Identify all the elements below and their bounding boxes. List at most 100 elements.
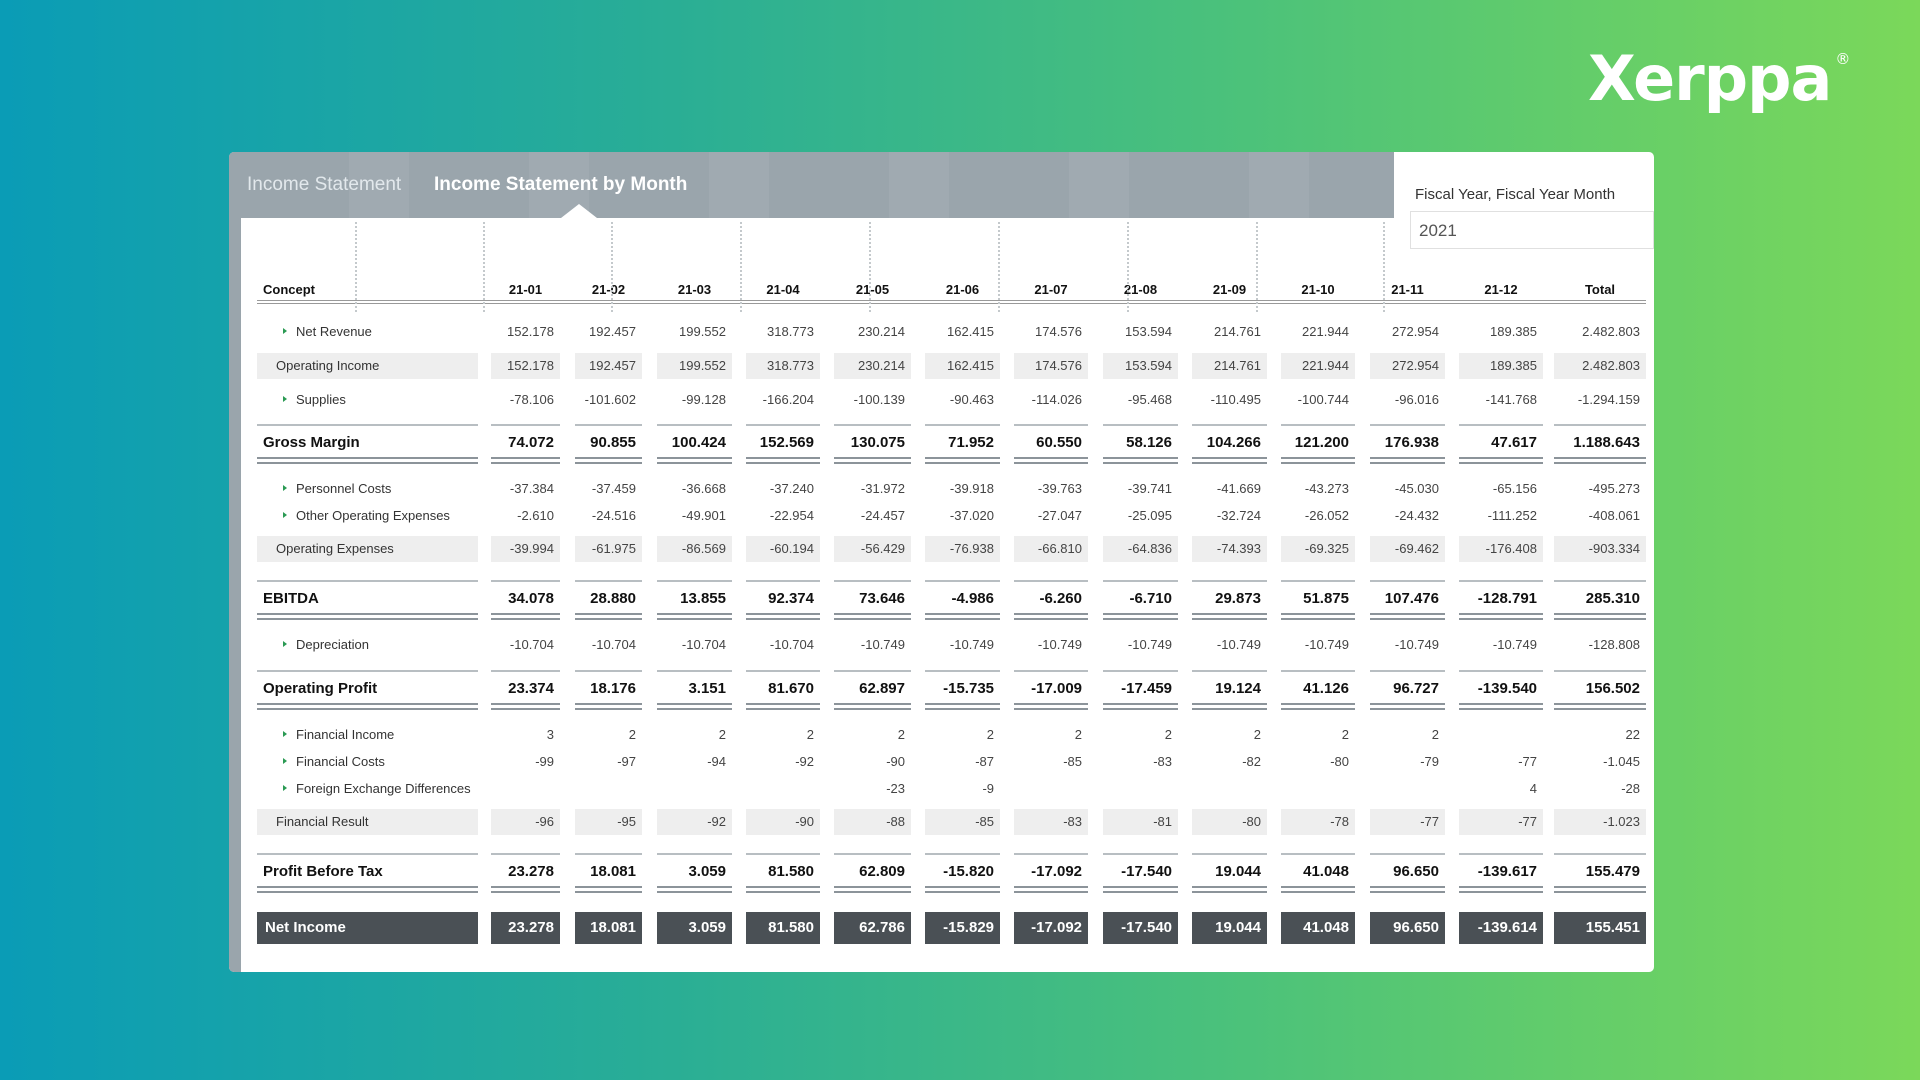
column-header[interactable]: 21-09 — [1212, 282, 1247, 297]
net-income-value-cell — [575, 912, 642, 944]
value-cell: -2.610 — [517, 508, 554, 523]
row-label[interactable]: Net Revenue — [283, 324, 372, 339]
value-cell: 107.476 — [1384, 590, 1439, 607]
row-shade-cell — [1554, 809, 1646, 835]
total-top-rule — [1103, 853, 1178, 855]
total-bottom-rule — [925, 886, 1000, 893]
value-cell: -17.092 — [1031, 919, 1082, 936]
total-bottom-rule — [1370, 457, 1445, 464]
total-bottom-rule — [657, 457, 732, 464]
total-bottom-rule — [1459, 457, 1543, 464]
total-bottom-rule — [1103, 613, 1178, 620]
total-bottom-rule — [1281, 886, 1355, 893]
column-header[interactable]: 21-04 — [766, 282, 800, 297]
total-top-rule — [746, 424, 820, 426]
total-top-rule — [1554, 670, 1646, 672]
tab-income-statement-by-month[interactable]: Income Statement by Month — [434, 174, 688, 195]
logo-text: Xerppa — [1588, 42, 1832, 115]
value-cell: -79 — [1420, 754, 1439, 769]
value-cell: 199.552 — [679, 358, 726, 373]
expand-arrow-icon[interactable] — [283, 731, 287, 737]
value-cell: 62.809 — [859, 863, 905, 880]
total-bottom-rule — [575, 886, 642, 893]
value-cell: 90.855 — [590, 434, 636, 451]
column-header[interactable]: 21-08 — [1123, 282, 1158, 297]
value-cell: -39.918 — [949, 481, 994, 496]
total-top-rule — [1459, 670, 1543, 672]
total-bottom-rule — [746, 457, 820, 464]
value-cell: -80 — [1330, 754, 1349, 769]
value-cell: 29.873 — [1215, 590, 1261, 607]
expand-arrow-icon[interactable] — [283, 758, 287, 764]
column-header[interactable]: 21-06 — [945, 282, 980, 297]
column-header[interactable]: 21-11 — [1391, 282, 1424, 297]
total-bottom-rule — [1281, 703, 1355, 710]
row-shade-cell — [834, 353, 911, 379]
value-cell: 155.451 — [1585, 919, 1640, 936]
value-cell: -10.749 — [1216, 637, 1261, 652]
row-label[interactable]: Financial Income — [283, 727, 394, 742]
value-cell: -166.204 — [762, 392, 814, 407]
total-bottom-rule — [1192, 457, 1267, 464]
value-cell: 81.580 — [768, 863, 814, 880]
column-header[interactable]: 21-12 — [1484, 282, 1518, 297]
value-cell: 285.310 — [1585, 590, 1640, 607]
expand-arrow-icon[interactable] — [283, 396, 287, 402]
total-top-rule — [257, 424, 478, 426]
row-label[interactable]: Supplies — [283, 392, 346, 407]
row-label[interactable]: Other Operating Expenses — [283, 508, 450, 523]
total-top-rule — [491, 424, 560, 426]
expand-arrow-icon[interactable] — [283, 485, 287, 491]
row-label[interactable]: Foreign Exchange Differences — [283, 781, 471, 796]
value-cell: -37.384 — [509, 481, 554, 496]
row-label: Operating Profit — [263, 680, 378, 697]
fiscal-year-dropdown[interactable]: 2021 — [1410, 211, 1654, 249]
total-bottom-rule — [657, 703, 732, 710]
column-header[interactable]: 21-07 — [1034, 282, 1068, 297]
column-header[interactable]: 21-01 — [508, 282, 543, 297]
total-top-rule — [1370, 580, 1445, 582]
value-cell: -74.393 — [1216, 541, 1261, 556]
total-top-rule — [575, 424, 642, 426]
value-cell: -10.749 — [949, 637, 994, 652]
registered-mark: ® — [1835, 50, 1850, 68]
value-cell: -24.516 — [591, 508, 636, 523]
column-header[interactable]: 21-05 — [855, 282, 890, 297]
value-cell: -17.009 — [1031, 680, 1082, 697]
value-cell: -86.569 — [681, 541, 726, 556]
value-cell: -95 — [617, 814, 636, 829]
net-income-value-cell — [1014, 912, 1088, 944]
column-header[interactable]: 21-03 — [677, 282, 712, 297]
row-label[interactable]: Personnel Costs — [283, 481, 391, 496]
expand-arrow-icon[interactable] — [283, 512, 287, 518]
expand-arrow-icon[interactable] — [283, 641, 287, 647]
expand-arrow-icon[interactable] — [283, 785, 287, 791]
total-top-rule — [1459, 424, 1543, 426]
value-cell: -78 — [1330, 814, 1349, 829]
tab-income-statement[interactable]: Income Statement — [247, 174, 402, 195]
total-bottom-rule — [1554, 886, 1646, 893]
value-cell: 92.374 — [768, 590, 814, 607]
total-top-rule — [1014, 853, 1088, 855]
value-cell: 81.670 — [768, 680, 814, 697]
value-cell: -90.463 — [949, 392, 994, 407]
row-shade-cell — [834, 536, 911, 562]
column-header[interactable]: Total — [1584, 282, 1616, 297]
value-cell: -36.668 — [681, 481, 726, 496]
value-cell: -78.106 — [509, 392, 554, 407]
value-cell: 152.178 — [507, 324, 554, 339]
expand-arrow-icon[interactable] — [283, 328, 287, 334]
row-label[interactable]: Financial Costs — [283, 754, 385, 769]
value-cell: -69.325 — [1304, 541, 1349, 556]
row-label[interactable]: Depreciation — [283, 637, 369, 652]
total-bottom-rule — [1014, 703, 1088, 710]
value-cell: -99 — [535, 754, 554, 769]
value-cell: 214.761 — [1214, 358, 1261, 373]
tab-bar — [229, 152, 1394, 218]
value-cell: 18.176 — [590, 680, 636, 697]
column-header[interactable]: 21-10 — [1301, 282, 1335, 297]
value-cell: 100.424 — [671, 434, 726, 451]
value-cell: 23.278 — [508, 863, 554, 880]
column-header[interactable]: 21-02 — [591, 282, 626, 297]
value-cell: -10.704 — [509, 637, 554, 652]
